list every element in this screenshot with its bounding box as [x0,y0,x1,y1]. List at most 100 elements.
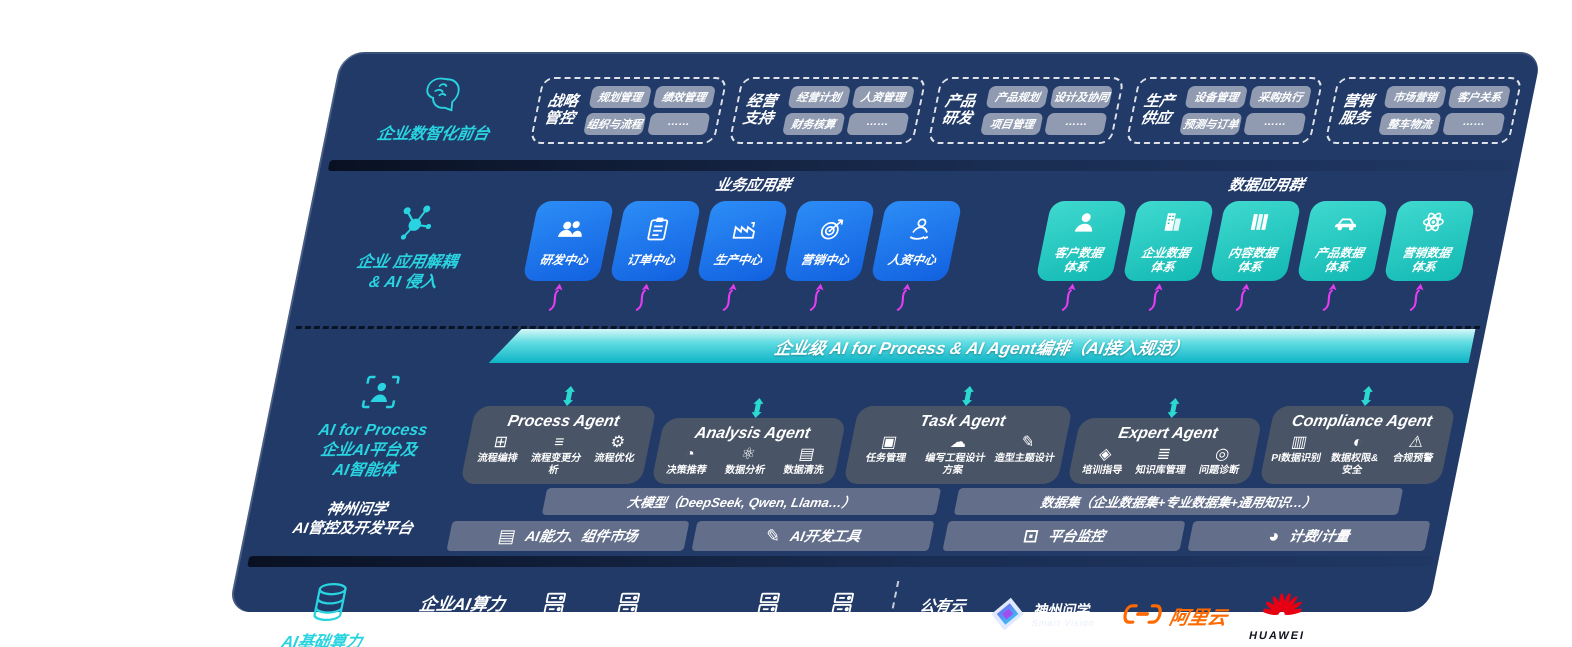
group-title: 战略管控 [542,92,580,127]
updown-arrow-icon [959,386,977,406]
flow-arrow-icon [1409,283,1423,311]
capability-chip: …… [845,112,910,135]
ai-appliance-node: AI一体机 [811,589,870,644]
capability-chip: 规划管理 [588,85,652,108]
server-icon [750,589,787,624]
data-analysis-icon: ⚛ [739,445,758,463]
capability-chip: 客户关系 [1447,85,1512,108]
brain-head-icon [416,76,465,121]
ai-appliance-node: AI一体机 [737,589,796,644]
group-production-supply: 生产供应 设备管理 采购执行 预测与订单 …… [1125,76,1325,144]
capability-chip: …… [646,112,711,135]
group-title: 营销服务 [1337,92,1375,127]
platform-label-block: 神州问学 AI管控及开发平台 [253,500,457,539]
agent-card-analysis: Analysis Agent ◔ 决策推荐 ⚛ 数据分析 ▤ 数据清洗 [651,417,847,484]
capability-chip: 组织与流程 [582,112,647,135]
marketing-center-icon [814,215,849,248]
updown-arrow-icon [749,397,767,418]
billing-metering-icon: ◕ [1266,525,1282,546]
data-tile-product: 产品数据体系 [1295,201,1389,281]
platform-cell-monitoring: ⊡ 平台监控 [942,520,1186,551]
infrastructure-row: AI基础算力 企业AI算力 或AI一体机 数据中心 数据中心 …… AI一体机 [228,570,1431,647]
capability-chip: …… [1243,112,1307,135]
capability-chip: 绩效管理 [652,85,716,108]
shenzhou-logo-icon [985,596,1029,637]
flow-arrow-icon [722,283,736,311]
business-tile-production: 生产中心 [695,201,789,281]
flow-arrow-icon [548,283,562,311]
customer-data-icon [1067,208,1102,241]
enterprise-data-icon [1154,208,1189,241]
business-tile-hr: 人资中心 [869,201,963,281]
updown-arrow-icon [1164,397,1182,418]
capability-chip: 预测与订单 [1179,112,1243,135]
platform-cell-billing: ◕ 计费/计量 [1187,520,1431,551]
decision-recommendation-icon: ◔ [683,445,697,463]
dataset-bar: 数据集（企业数据集+专业数据集+通用知识…） [953,487,1404,515]
front-office-label: 企业数智化前台 [375,125,491,143]
knowledge-base-icon: ≣ [1155,445,1173,463]
vendor-huawei: HUAWEI [1248,590,1315,642]
capability-chip: 产品规划 [985,85,1050,108]
orchestration-band-title: 企业级 AI for Process & AI Agent编排（AI接入规范） [772,338,1191,358]
front-office-row: 企业数智化前台 战略管控 规划管理 绩效管理 组织与流程 …… 经营支持 经营计… [330,62,1534,158]
capability-chip: 市场营销 [1383,85,1448,108]
agent-unit: Expert Agent ◈ 培训指导 ≣ 知识库管理 ◎ 问题诊断 [1067,397,1266,484]
aliyun-logo-icon [1119,603,1164,630]
platform-row: 神州问学 AI管控及开发平台 大模型（DeepSeek, Qwen, Llama… [250,484,1448,554]
engineering-design-icon: ☁ [948,434,969,451]
flow-arrow-icon [1061,283,1075,311]
datacenter-node: 数据中心 [523,589,582,644]
scan-person-icon [356,372,405,417]
ai-marketplace-icon: ▤ [496,525,518,546]
marketing-data-icon [1415,208,1450,241]
updown-arrow-icon [560,386,578,406]
flow-arrow-icon [1322,283,1336,311]
agent-unit: Compliance Agent ▥ PI数据识别 ◐ 数据权限&安全 ⚠ 合规预警 [1258,386,1460,484]
process-change-analysis-icon: ≡ [552,434,566,451]
group-operations: 经营支持 经营计划 人资管理 财务核算 …… [728,76,927,144]
huawei-logo-icon [1259,590,1305,629]
agent-card-compliance: Compliance Agent ▥ PI数据识别 ◐ 数据权限&安全 ⚠ 合规预警 [1258,406,1456,484]
flow-arrow-icon [896,283,910,311]
flow-arrow-icon [635,283,649,311]
rnd-center-icon [553,215,588,248]
apps-label-block: 企业 应用解耦 & AI 侵入 [297,174,523,320]
dev-tools-icon: ✎ [763,525,783,546]
capability-chip: 项目管理 [980,112,1044,135]
main-panel: 企业数智化前台 战略管控 规划管理 绩效管理 组织与流程 …… 经营支持 经营计… [228,52,1542,647]
data-tile-content: 内容数据体系 [1208,201,1302,281]
capability-chip: …… [1044,112,1109,135]
platform-left-label: 神州问学 AI管控及开发平台 [291,500,415,538]
agent-card-expert: Expert Agent ◈ 培训指导 ≣ 知识库管理 ◎ 问题诊断 [1067,417,1263,484]
capability-chip: 整车物流 [1378,112,1442,135]
task-management-icon: ▣ [879,434,899,451]
step-divider [327,160,1514,171]
public-cloud-label: 公有云 算力 [918,597,968,635]
group-marketing-service: 营销服务 市场营销 客户关系 整车物流 …… [1324,76,1523,144]
process-optimization-icon: ⚙ [608,434,627,451]
orchestration-band-row: 企业级 AI for Process & AI Agent编排（AI接入规范） [288,326,1481,368]
capability-chip: …… [1442,112,1506,135]
step-divider [247,556,1434,567]
data-tile-enterprise: 企业数据体系 [1121,201,1215,281]
applications-row: 企业 应用解耦 & AI 侵入 业务应用群 研发中心 [297,174,1511,320]
capability-chip: 采购执行 [1248,85,1313,108]
order-center-icon [640,215,675,248]
ellipsis-label: …… [674,605,719,626]
agent-card-process: Process Agent ⊞ 流程编排 ≡ 流程变更分析 ⚙ 流程优化 [460,406,658,484]
front-office-label-block: 企业数智化前台 [333,76,543,145]
group-title: 产品研发 [940,92,978,127]
vendor-aliyun: 阿里云 [1119,603,1230,630]
server-icon [536,589,573,624]
flow-arrow-icon [1235,283,1249,311]
data-app-group: 数据应用群 客户数据体系 [1006,174,1501,320]
infra-label-block: AI基础算力 [230,580,425,647]
capability-chip: 设计及协同 [1050,85,1114,108]
production-center-icon [727,215,762,248]
flow-arrow-icon [1148,283,1162,311]
agent-unit: Process Agent ⊞ 流程编排 ≡ 流程变更分析 ⚙ 流程优化 [460,386,661,484]
models-bar: 大模型（DeepSeek, Qwen, Llama…） [541,487,942,515]
capability-chip: 人资管理 [851,85,915,108]
